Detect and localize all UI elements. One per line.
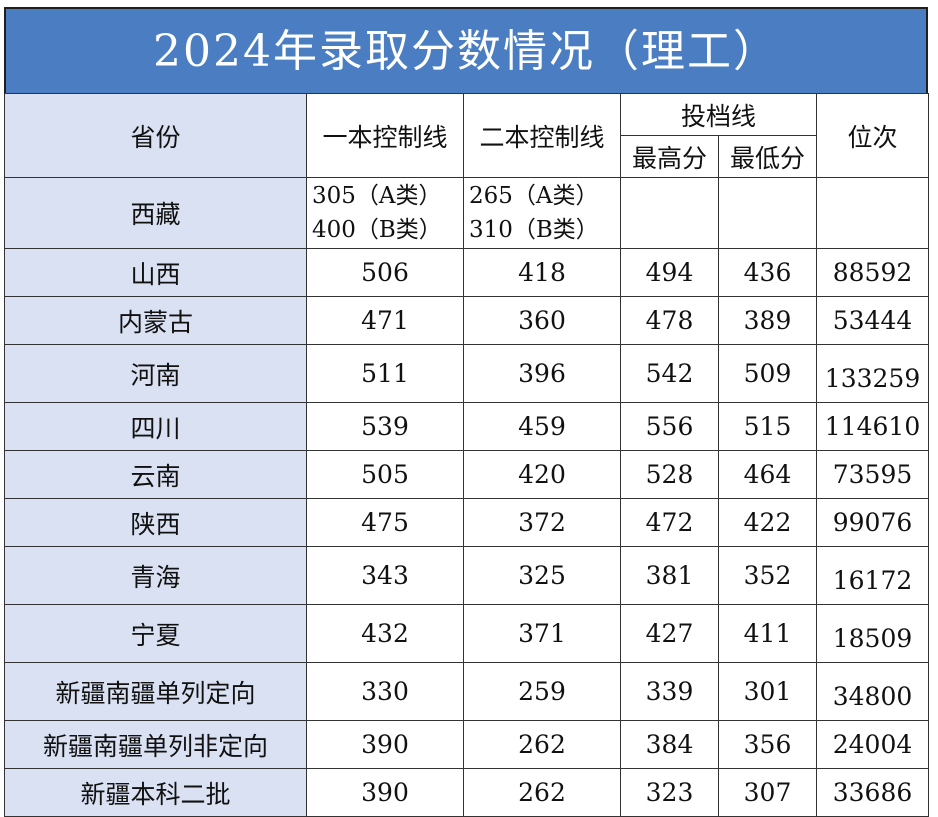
lowest-cell: 352 [717,546,818,605]
score-table: 省份 一本控制线 二本控制线 投档线 位次 最高分 最低分 西藏 305（A类）… [4,93,930,817]
highest-cell: 384 [620,720,719,769]
tier2-cell: 262 [463,720,621,769]
tier2-cell: 420 [463,450,621,499]
table-row-tibet: 西藏 305（A类） 400（B类） 265（A类） 310（B类） [4,177,930,249]
rank-cell: 133259 [816,344,930,403]
header-lowest: 最低分 [717,135,818,178]
highest-cell: 472 [620,498,719,547]
province-cell: 云南 [4,450,307,499]
tier1-cell: 305（A类） 400（B类） [306,177,464,249]
table-row: 陕西 475 372 472 422 99076 [4,498,930,547]
highest-cell: 542 [620,344,719,403]
highest-cell: 528 [620,450,719,499]
rank-cell: 24004 [816,720,930,769]
lowest-cell: 356 [717,720,818,769]
table-row: 四川 539 459 556 515 114610 [4,402,930,451]
tier1-a-line: 305（A类） [312,183,442,209]
lowest-cell: 389 [717,296,818,345]
lowest-cell: 422 [717,498,818,547]
lowest-cell: 515 [717,402,818,451]
header-rank: 位次 [816,93,930,178]
tier1-cell: 505 [306,450,464,499]
subheader-row: 最高分 最低分 [5,135,929,178]
province-cell: 新疆南疆单列定向 [4,662,307,721]
tier2-cell: 371 [463,604,621,663]
table-row: 新疆南疆单列定向 330 259 339 301 34800 [4,662,930,721]
tier1-cell: 390 [306,720,464,769]
rank-cell: 99076 [816,498,930,547]
tier2-cell: 360 [463,296,621,345]
highest-cell: 478 [620,296,719,345]
data-rows: 山西 506 418 494 436 88592 内蒙古 471 360 478 389 53444 河… [4,248,930,817]
tier1-cell: 506 [306,248,464,297]
tier1-cell: 432 [306,604,464,663]
rank-cell: 73595 [816,450,930,499]
tier1-cell: 475 [306,498,464,547]
tier2-b-line: 310（B类） [469,217,599,243]
highest-cell: 381 [620,546,719,605]
tier2-cell: 372 [463,498,621,547]
rank-cell: 53444 [816,296,930,345]
header-tier1-line: 一本控制线 [306,93,464,178]
tier2-cell: 325 [463,546,621,605]
province-cell: 宁夏 [4,604,307,663]
header-province: 省份 [4,93,307,178]
rank-cell: 34800 [816,662,930,721]
rank-cell [816,177,930,249]
rank-cell: 18509 [816,604,930,663]
lowest-cell: 464 [717,450,818,499]
table-row: 河南 511 396 542 509 133259 [4,344,930,403]
table-row: 宁夏 432 371 427 411 18509 [4,604,930,663]
table-row: 内蒙古 471 360 478 389 53444 [4,296,930,345]
province-cell: 山西 [4,248,307,297]
rank-cell: 114610 [816,402,930,451]
sheet-title: 2024年录取分数情况（理工） [4,7,928,93]
highest-cell: 556 [620,402,719,451]
tier2-cell: 265（A类） 310（B类） [463,177,621,249]
lowest-cell: 509 [717,344,818,403]
province-cell: 青海 [4,546,307,605]
highest-cell: 427 [620,604,719,663]
header-row: 省份 一本控制线 二本控制线 投档线 位次 [4,93,930,178]
tier1-cell: 471 [306,296,464,345]
lowest-cell: 411 [717,604,818,663]
province-cell: 四川 [4,402,307,451]
province-cell: 新疆南疆单列非定向 [4,720,307,769]
lowest-cell [717,177,818,249]
table-row: 山西 506 418 494 436 88592 [4,248,930,297]
province-cell: 河南 [4,344,307,403]
tier1-cell: 330 [306,662,464,721]
tier2-a-line: 265（A类） [469,183,599,209]
highest-cell: 339 [620,662,719,721]
province-cell: 陕西 [4,498,307,547]
admission-score-sheet: 2024年录取分数情况（理工） 省份 一本控制线 二本控制线 投档线 位次 最高… [4,7,930,817]
province-cell: 西藏 [4,177,307,249]
table-row: 新疆南疆单列非定向 390 262 384 356 24004 [4,720,930,769]
tier1-cell: 511 [306,344,464,403]
table-row: 青海 343 325 381 352 16172 [4,546,930,605]
highest-cell: 494 [620,248,719,297]
rank-cell: 88592 [816,248,930,297]
tier1-b-line: 400（B类） [312,217,442,243]
rank-cell: 16172 [816,546,930,605]
header-tier2-line: 二本控制线 [463,93,621,178]
tier2-cell: 418 [463,248,621,297]
tier2-cell: 396 [463,344,621,403]
tier2-cell: 459 [463,402,621,451]
highest-cell [620,177,719,249]
header-highest: 最高分 [620,135,719,178]
tier2-cell: 259 [463,662,621,721]
tier1-cell: 343 [306,546,464,605]
lowest-cell: 301 [717,662,818,721]
header-filing-line: 投档线 [619,93,818,136]
table-row: 云南 505 420 528 464 73595 [4,450,930,499]
tier1-cell: 539 [306,402,464,451]
lowest-cell: 436 [717,248,818,297]
province-cell: 内蒙古 [4,296,307,345]
